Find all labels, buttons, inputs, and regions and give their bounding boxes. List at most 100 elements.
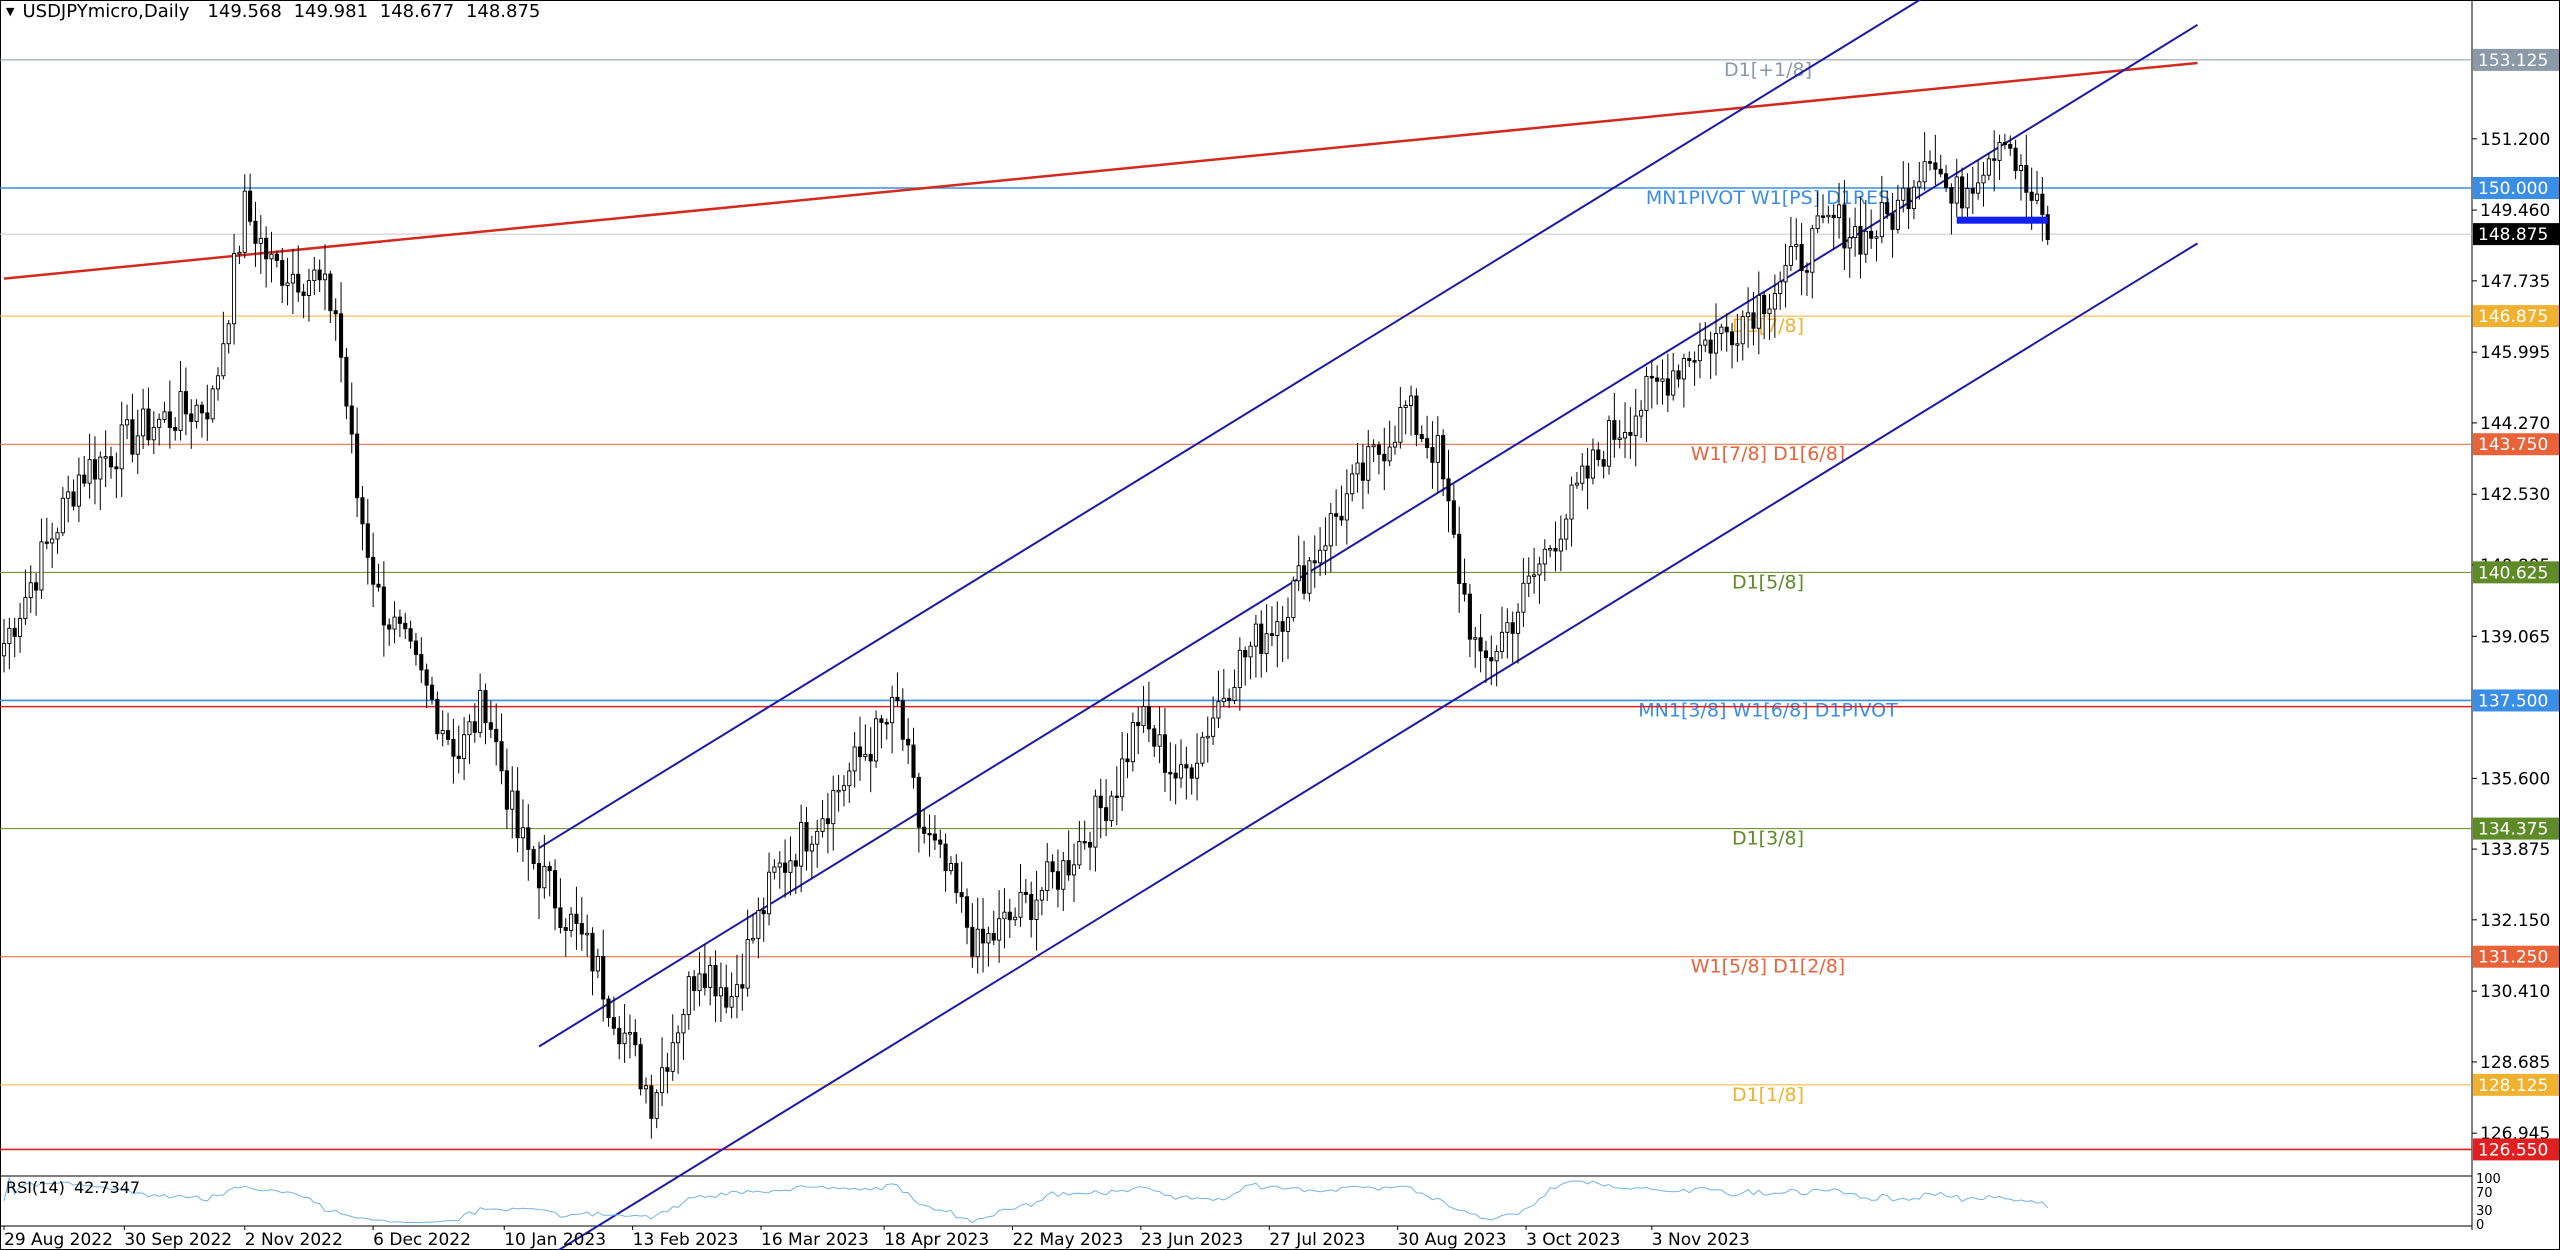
candle-body xyxy=(542,866,547,889)
level-price-box xyxy=(2473,817,2559,840)
high-value: 149.981 xyxy=(293,0,369,22)
candle-body xyxy=(1,643,7,657)
candle-body xyxy=(1494,651,1499,662)
candle-body xyxy=(1826,214,1831,218)
candle-body xyxy=(1756,294,1761,329)
candle-body xyxy=(1269,633,1274,636)
candle-body xyxy=(1997,141,2002,161)
candle-body xyxy=(1066,860,1071,876)
level-price-label: 143.750 xyxy=(2478,435,2548,455)
candle-body xyxy=(1259,623,1264,655)
candle-body xyxy=(997,918,1002,941)
close-value: 148.875 xyxy=(465,0,541,22)
candle-body xyxy=(1307,560,1312,594)
candle-body xyxy=(772,866,777,873)
candle-body xyxy=(1425,438,1430,448)
level-label: W1[5/8] D1[2/8] xyxy=(1691,956,1845,978)
candle-body xyxy=(1489,657,1494,662)
candle-body xyxy=(1542,548,1547,565)
candle-body xyxy=(1927,161,1933,164)
candle-body xyxy=(740,984,745,989)
candle-body xyxy=(1831,214,1836,219)
candle-body xyxy=(1660,378,1665,382)
candle-body xyxy=(1162,734,1167,773)
level-label: D1[3/8] xyxy=(1732,828,1804,850)
candle-body xyxy=(285,282,290,286)
candle-body xyxy=(611,1017,616,1029)
x-tick-label: 3 Nov 2023 xyxy=(1652,1230,1750,1250)
candle-body xyxy=(1992,158,1997,161)
y-tick-label: 147.735 xyxy=(2480,272,2550,292)
candle-body xyxy=(1885,202,1890,215)
candle-body xyxy=(1799,244,1804,272)
x-tick-label: 30 Aug 2023 xyxy=(1398,1230,1507,1250)
candle-body xyxy=(333,310,338,315)
candle-body xyxy=(1922,161,1927,183)
candle-body xyxy=(1478,637,1483,652)
level-price-box xyxy=(2473,689,2559,712)
candle-body xyxy=(55,532,60,540)
candle-body xyxy=(526,827,531,850)
candle-body xyxy=(1323,545,1328,551)
candle-body xyxy=(114,466,119,470)
candle-body xyxy=(339,313,344,358)
candle-body xyxy=(1045,861,1050,892)
candle-body xyxy=(1435,435,1440,463)
candle-body xyxy=(189,413,194,422)
candle-body xyxy=(1794,244,1799,247)
candle-body xyxy=(681,1013,686,1034)
candle-body xyxy=(1713,332,1719,354)
candle-body xyxy=(1301,565,1307,594)
candle-body xyxy=(76,474,81,507)
chart-header: ▼ USDJPYmicro,Daily 149.568 149.981 148.… xyxy=(6,0,546,22)
candle-body xyxy=(349,405,354,435)
candle-body xyxy=(1285,617,1291,632)
candle-body xyxy=(199,404,205,414)
candle-body xyxy=(1612,420,1617,440)
collapse-triangle-icon[interactable]: ▼ xyxy=(6,4,15,18)
candle-body xyxy=(146,408,151,441)
candle-body xyxy=(1334,513,1339,517)
candle-body xyxy=(178,391,183,431)
candle-body xyxy=(1136,721,1141,727)
candle-body xyxy=(1751,312,1756,329)
candle-body xyxy=(435,698,440,735)
candle-body xyxy=(1569,484,1574,520)
candle-body xyxy=(847,770,852,787)
y-tick-label: 130.410 xyxy=(2480,982,2550,1002)
level-label: D1[+1/8] xyxy=(1724,59,1812,81)
candle-body xyxy=(1120,758,1125,798)
candle-body xyxy=(1976,182,1981,194)
candle-body xyxy=(1606,420,1612,467)
candle-body xyxy=(622,1032,627,1045)
candle-body xyxy=(413,640,419,655)
y-tick-label: 151.200 xyxy=(2480,130,2550,150)
candle-body xyxy=(1639,410,1644,417)
candle-body xyxy=(767,871,772,915)
candle-body xyxy=(1810,228,1815,273)
candle-body xyxy=(510,790,515,810)
candle-body xyxy=(242,190,247,253)
candle-body xyxy=(1960,176,1965,209)
candle-body xyxy=(788,860,793,873)
candle-body xyxy=(183,391,188,415)
candle-body xyxy=(365,523,370,558)
candle-body xyxy=(906,738,911,746)
candle-body xyxy=(355,433,360,499)
rsi-level-label: 70 xyxy=(2476,1186,2493,1201)
y-tick-labels: 151.200 149.460 147.735 145.995 144.270 142.5… xyxy=(2472,130,2550,1144)
candle-body xyxy=(1911,186,1916,210)
candle-body xyxy=(306,280,312,296)
candle-body xyxy=(1564,518,1569,540)
candle-body xyxy=(547,866,552,872)
candle-body xyxy=(553,870,558,909)
candle-body xyxy=(1414,395,1419,435)
x-tick-label: 30 Sep 2022 xyxy=(124,1230,232,1250)
candle-body xyxy=(1109,795,1114,822)
candle-body xyxy=(1510,622,1515,634)
candle-body xyxy=(317,269,322,281)
rsi-level-label: 0 xyxy=(2476,1218,2484,1233)
candle-body xyxy=(1205,735,1210,739)
candle-body xyxy=(381,586,386,626)
